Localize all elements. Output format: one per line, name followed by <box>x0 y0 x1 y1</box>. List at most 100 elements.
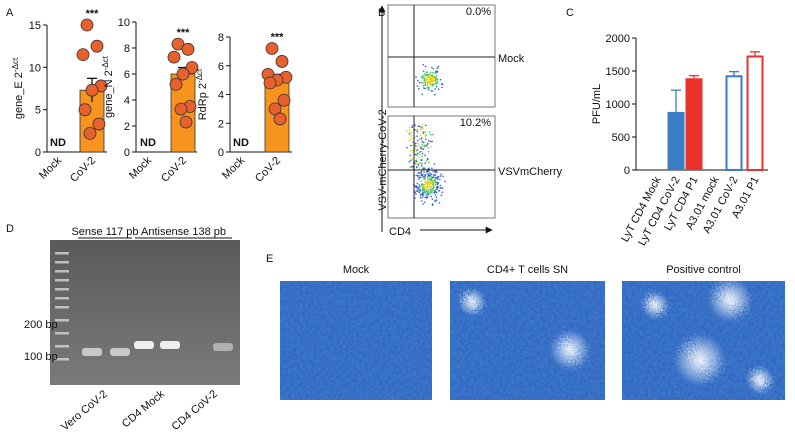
event-dot <box>414 153 417 156</box>
panel-label: E <box>266 253 273 265</box>
event-dot <box>423 75 425 78</box>
gel-band <box>134 341 154 349</box>
event-dot <box>432 179 435 182</box>
event-dot <box>433 163 436 165</box>
event-dot <box>421 200 423 202</box>
data-point <box>85 83 99 97</box>
event-dot <box>415 142 417 145</box>
event-dot <box>439 184 442 187</box>
event-dot <box>415 163 417 166</box>
data-point <box>275 55 289 68</box>
event-dot <box>411 149 414 152</box>
data-point <box>185 61 199 74</box>
x-tick-label: Mock <box>37 154 64 181</box>
y-tick-label: 8 <box>218 32 224 44</box>
event-dot <box>431 189 434 192</box>
event-dot <box>412 137 414 140</box>
event-dot <box>427 188 429 191</box>
event-dot <box>425 145 427 147</box>
event-dot <box>420 171 423 173</box>
event-dot <box>421 155 423 158</box>
event-dot <box>419 196 422 199</box>
event-dot <box>427 147 429 149</box>
event-dot <box>427 87 430 90</box>
event-dot <box>421 188 424 191</box>
data-point <box>80 18 94 32</box>
event-dot <box>432 174 435 176</box>
x-tick-label: CoV-2 <box>68 155 98 185</box>
event-dot <box>421 190 424 192</box>
event-dot <box>421 192 424 194</box>
event-dot <box>424 83 426 85</box>
image-texture <box>280 281 432 400</box>
event-dot <box>417 142 420 144</box>
event-dot <box>438 189 441 192</box>
event-dot <box>418 178 420 180</box>
event-dot <box>428 181 430 183</box>
event-dot <box>424 174 427 176</box>
plaque <box>550 330 590 370</box>
annotation: *** <box>177 27 191 39</box>
ladder-band <box>55 345 69 348</box>
event-dot <box>421 174 423 177</box>
event-dot <box>421 124 424 126</box>
event-dot <box>423 176 425 179</box>
event-dot <box>437 88 440 90</box>
event-dot <box>410 135 413 137</box>
event-dot <box>426 74 429 76</box>
gel-group: Antisense 138 pb <box>141 226 226 238</box>
event-dot <box>420 163 423 166</box>
event-dot <box>423 201 426 203</box>
event-dot <box>441 86 443 89</box>
event-dot <box>427 161 430 164</box>
event-dot <box>431 66 433 69</box>
event-dot <box>426 75 429 78</box>
event-dot <box>433 93 436 96</box>
event-dot <box>419 189 422 192</box>
event-dot <box>423 187 426 190</box>
event-dot <box>433 80 435 83</box>
event-dot <box>419 188 421 190</box>
event-dot <box>425 186 427 189</box>
bar <box>667 111 685 170</box>
plaque <box>746 366 774 394</box>
event-dot <box>434 194 437 196</box>
event-dot <box>434 184 437 186</box>
event-dot <box>428 89 430 91</box>
event-dot <box>440 173 443 175</box>
event-dot <box>421 183 424 185</box>
event-dot <box>415 185 418 187</box>
event-dot <box>428 81 431 83</box>
event-dot <box>425 159 428 162</box>
event-dot <box>434 76 436 78</box>
event-dot <box>426 71 428 73</box>
x-tick-label: Mock <box>220 154 247 181</box>
event-dot <box>440 194 443 197</box>
image-title: Positive control <box>666 264 741 276</box>
event-dot <box>422 186 425 189</box>
event-dot <box>430 173 433 175</box>
marker-label: 200 bp <box>24 319 58 331</box>
flow-ylabel: VSV-mCherry-CoV-2 <box>377 109 389 210</box>
flow-plot <box>387 4 496 108</box>
event-dot <box>426 196 429 199</box>
event-dot <box>416 182 419 185</box>
ladder-band <box>55 261 69 264</box>
lane-label: Vero CoV-2 <box>59 388 110 433</box>
event-dot <box>433 83 435 85</box>
event-dot <box>409 144 412 147</box>
event-dot <box>417 165 420 167</box>
event-dot <box>430 178 432 181</box>
data-point <box>277 93 291 107</box>
event-dot <box>410 131 412 134</box>
event-dot <box>424 180 426 183</box>
flow-label: Mock <box>498 53 525 65</box>
event-dot <box>411 158 414 160</box>
event-dot <box>411 144 414 147</box>
event-dot <box>418 153 421 156</box>
event-dot <box>416 128 419 131</box>
y-tick-label: 5 <box>35 105 41 117</box>
event-dot <box>422 82 424 84</box>
event-dot <box>415 165 418 168</box>
marker-label: 100 bp <box>24 351 58 363</box>
